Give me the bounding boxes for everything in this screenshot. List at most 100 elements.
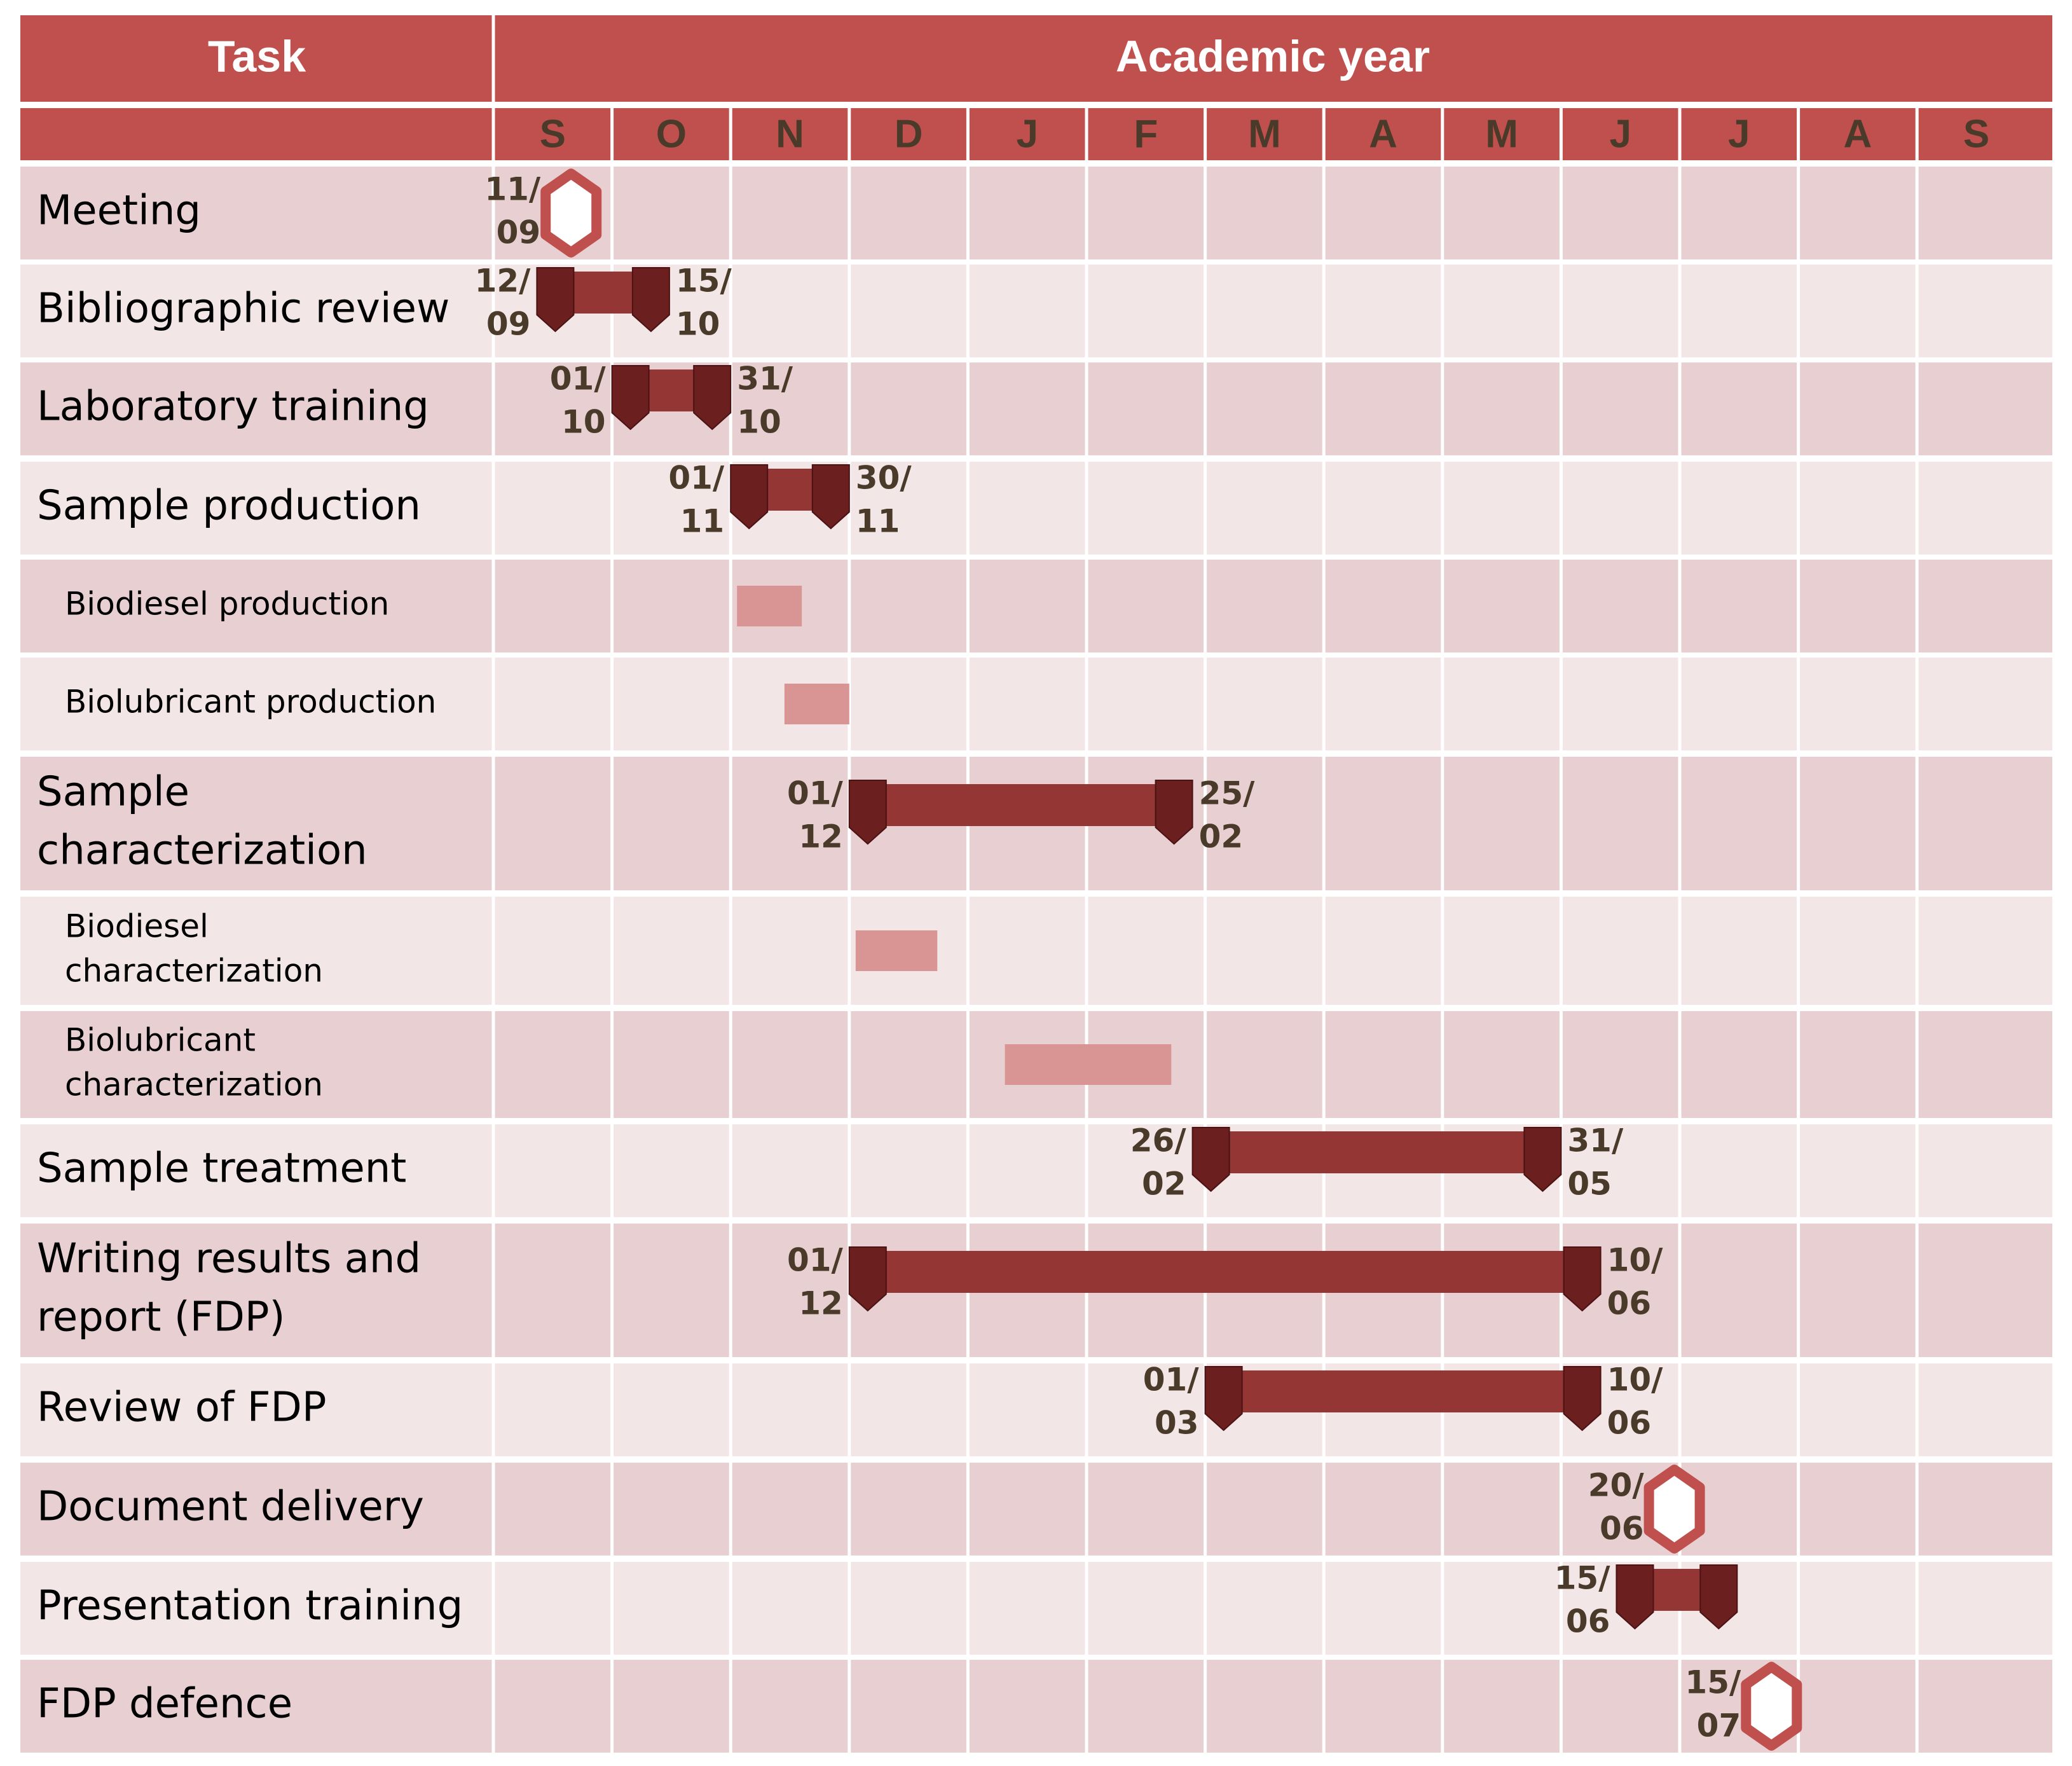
task-bar: [867, 1251, 1582, 1293]
task-bar: [867, 784, 1174, 826]
task-label: Presentation training: [37, 1583, 463, 1630]
task-label: Writing results and: [37, 1236, 421, 1283]
task-label: Biolubricant: [65, 1022, 256, 1059]
month-label: A: [1369, 112, 1397, 156]
bar-start-cap: [848, 1246, 887, 1312]
task-header: Task: [208, 31, 306, 81]
task-label: characterization: [65, 1066, 323, 1103]
start-date-label: 01/: [787, 1242, 844, 1279]
bar-end-cap: [1155, 780, 1193, 845]
task-row: [20, 658, 2052, 750]
end-date-label: 06: [1607, 1405, 1652, 1442]
bar-start-cap: [611, 365, 650, 431]
month-label: J: [1728, 112, 1750, 156]
start-date-label: 12/: [475, 263, 532, 300]
start-date-label: 10: [561, 404, 606, 441]
task-label: report (FDP): [37, 1294, 285, 1341]
task-label: Sample treatment: [37, 1145, 406, 1192]
start-date-label: 01/: [668, 460, 725, 497]
academic-year-header: Academic year: [1116, 31, 1430, 81]
month-label: F: [1134, 112, 1158, 156]
bar-start-cap: [1191, 1127, 1230, 1192]
milestone-marker: [540, 169, 602, 258]
subtask-bar: [855, 930, 938, 971]
end-date-label: 30/: [856, 460, 912, 497]
task-row: [20, 560, 2052, 652]
end-date-label: 05: [1567, 1166, 1612, 1203]
task-label: Sample: [37, 769, 189, 816]
end-date-label: 10/: [1607, 1362, 1664, 1398]
month-label: D: [895, 112, 923, 156]
start-date-label: 06: [1566, 1603, 1610, 1640]
month-label: S: [1963, 112, 1989, 156]
end-date-label: 10: [737, 404, 781, 441]
bar-end-cap: [811, 464, 850, 530]
task-label: Meeting: [37, 188, 201, 235]
end-date-label: 15/: [676, 263, 732, 300]
bar-start-cap: [848, 780, 887, 845]
bar-end-cap: [1523, 1127, 1562, 1192]
start-date-label: 11: [680, 503, 725, 540]
month-label: J: [1016, 112, 1038, 156]
milestone-date-label: 20/: [1588, 1467, 1645, 1504]
bar-start-cap: [1204, 1366, 1243, 1431]
start-date-label: 15/: [1554, 1560, 1611, 1597]
task-label: Review of FDP: [37, 1384, 326, 1431]
start-date-label: 02: [1142, 1166, 1186, 1203]
bar-end-cap: [631, 267, 670, 333]
task-row: [20, 362, 2052, 455]
task-label: Biodiesel production: [65, 586, 389, 623]
subtask-bar: [784, 684, 849, 724]
milestone-marker: [1741, 1662, 1802, 1751]
task-row: [20, 897, 2052, 1005]
task-bar: [1211, 1131, 1543, 1173]
task-row: [20, 1660, 2052, 1753]
bar-end-cap: [693, 365, 732, 431]
task-label: FDP defence: [37, 1681, 292, 1728]
task-label: Bibliographic review: [37, 286, 449, 333]
header-bar: [20, 15, 2052, 102]
start-date-label: 01/: [550, 361, 607, 397]
task-row: [20, 1363, 2052, 1456]
start-date-label: 01/: [1143, 1362, 1200, 1398]
bar-start-cap: [1616, 1564, 1654, 1630]
task-row: [20, 462, 2052, 555]
task-bar: [1223, 1370, 1582, 1412]
month-label: S: [540, 112, 566, 156]
month-label: O: [656, 112, 687, 156]
task-label: Biolubricant production: [65, 684, 436, 721]
bar-start-cap: [536, 267, 575, 333]
task-row: [20, 1124, 2052, 1217]
month-label: M: [1485, 112, 1518, 156]
month-label: A: [1844, 112, 1872, 156]
start-date-label: 12: [799, 818, 843, 855]
bar-start-cap: [730, 464, 769, 530]
end-date-label: 25/: [1199, 775, 1256, 812]
subtask-bar: [1005, 1044, 1172, 1085]
end-date-label: 02: [1199, 818, 1244, 855]
end-date-label: 10/: [1607, 1242, 1664, 1279]
task-label: characterization: [37, 827, 367, 874]
end-date-label: 31/: [1567, 1122, 1624, 1159]
bar-end-cap: [1563, 1366, 1602, 1431]
task-label: Biodiesel: [65, 908, 209, 945]
milestone-date-label: 15/: [1685, 1664, 1741, 1701]
milestone-date-label: 09: [497, 214, 541, 251]
start-date-label: 09: [486, 306, 531, 343]
task-row: [20, 167, 2052, 259]
subtask-bar: [737, 586, 802, 626]
task-row: [20, 1463, 2052, 1556]
bar-end-cap: [1563, 1246, 1602, 1312]
task-label: Document delivery: [37, 1484, 424, 1531]
month-header-bar: [20, 108, 2052, 160]
task-label: Sample production: [37, 483, 421, 530]
month-label: J: [1609, 112, 1631, 156]
start-date-label: 03: [1155, 1405, 1199, 1442]
task-row: [20, 265, 2052, 357]
milestone-date-label: 11/: [484, 171, 541, 208]
bar-end-cap: [1699, 1564, 1738, 1630]
end-date-label: 31/: [737, 361, 793, 397]
month-label: M: [1248, 112, 1281, 156]
milestone-date-label: 07: [1697, 1707, 1741, 1744]
